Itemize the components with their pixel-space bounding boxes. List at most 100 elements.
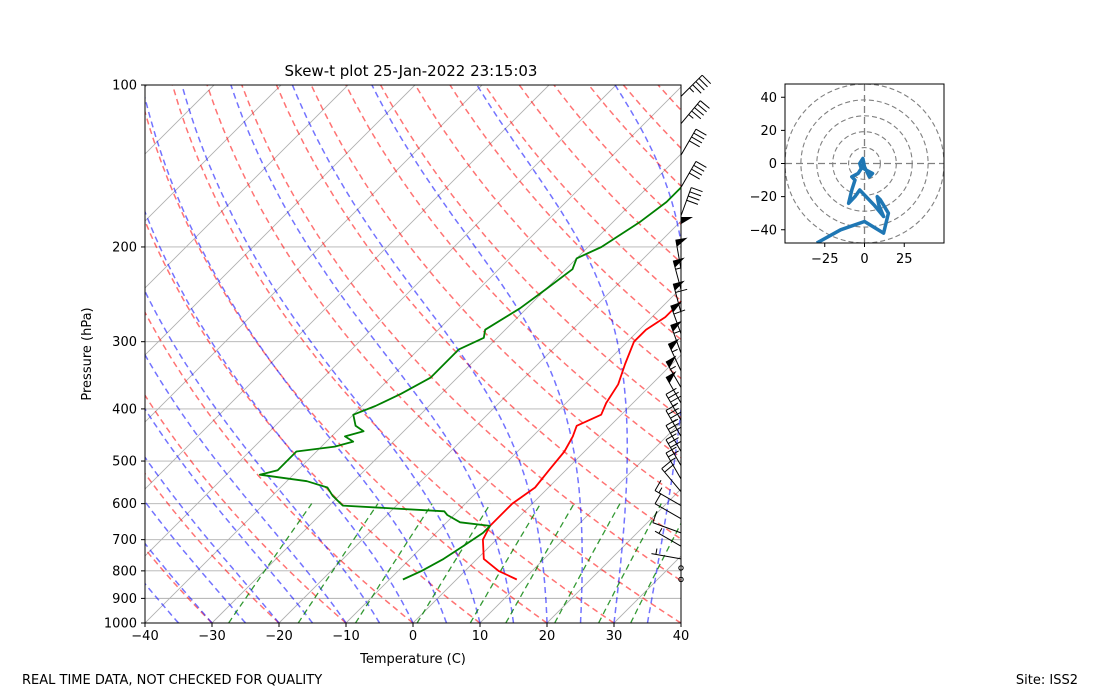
moist-adiabat [476, 85, 629, 623]
isotherm-gridline [145, 85, 215, 155]
moist-adiabat [145, 289, 381, 623]
y-tick-label: 300 [112, 335, 137, 350]
hodograph: −25 0 25 40 20 0 −20 −40 [750, 83, 945, 267]
mixing-ratio-line [416, 503, 491, 623]
hodograph-ring [848, 147, 881, 180]
isotherm-gridline [546, 488, 681, 623]
dry-adiabat [379, 85, 681, 419]
wind-barb [672, 280, 688, 313]
hodograph-y-tick-label: 0 [769, 157, 777, 172]
moist-adiabat [145, 209, 414, 623]
hodograph-axes: −25 0 25 40 20 0 −20 −40 [750, 91, 913, 267]
wind-barb [665, 419, 682, 452]
y-tick-label: 400 [112, 402, 137, 417]
x-tick-label: −10 [332, 629, 359, 644]
mixing-ratio-line [354, 503, 433, 623]
isotherm-gridline [211, 153, 681, 623]
hodograph-y-tick-label: −20 [750, 190, 777, 205]
x-tick-label: 20 [539, 629, 556, 644]
moist-adiabat [145, 94, 448, 623]
wind-barb [654, 479, 682, 507]
skewt-background-lines [0, 85, 681, 623]
wind-barb [651, 548, 682, 560]
dewpoint-profile [258, 186, 681, 581]
hodograph-y-tick-label: 20 [760, 124, 777, 139]
moist-adiabat [145, 455, 280, 623]
wind-barb [665, 355, 682, 388]
hodograph-y-tick-label: 40 [760, 91, 777, 106]
dry-adiabat [145, 219, 481, 623]
x-tick-label: 30 [606, 629, 623, 644]
isotherm-gridline [278, 220, 681, 623]
isotherm-gridline [479, 421, 681, 623]
site-label: Site: ISS2 [1015, 673, 1078, 688]
y-tick-label: 200 [112, 240, 137, 255]
hodograph-x-tick-label: 25 [896, 252, 913, 267]
wind-barb [680, 216, 693, 247]
moist-adiabat [371, 85, 583, 623]
isotherm-gridline [0, 85, 13, 623]
wind-barb [680, 160, 707, 188]
dry-adiabat [171, 85, 615, 623]
dry-adiabat [145, 310, 414, 623]
quality-disclaimer: REAL TIME DATA, NOT CHECKED FOR QUALITY [22, 673, 323, 688]
mixing-ratio-line [598, 503, 662, 623]
dry-adiabat [518, 85, 681, 264]
mixing-ratio-line [297, 503, 379, 623]
wind-barb [665, 387, 682, 421]
dry-adiabat [206, 85, 681, 623]
wind-barb [652, 511, 682, 534]
y-axis-label: Pressure (hPa) [80, 307, 95, 400]
isotherm-gridline [412, 354, 681, 623]
wind-barb [678, 565, 684, 571]
isotherm-gridline [145, 85, 416, 356]
temperature-profile [482, 300, 681, 581]
wind-barbs [651, 74, 712, 583]
isotherm-gridline [145, 85, 617, 557]
skewt-profiles [258, 186, 681, 581]
y-tick-label: 1000 [104, 617, 137, 632]
dry-adiabat [145, 109, 548, 623]
dry-adiabat [241, 85, 681, 582]
y-tick-label: 100 [112, 79, 137, 94]
dry-adiabat [588, 85, 681, 188]
chart-title: Skew-t plot 25-Jan-2022 23:15:03 [285, 62, 538, 80]
moist-adiabat [145, 542, 213, 623]
wind-barb [678, 576, 684, 583]
skewt-x-axis: −40 −30 −20 −10 0 10 20 30 40 [131, 623, 689, 644]
isotherm-gridline [613, 555, 681, 623]
mixing-ratio-line [630, 522, 681, 623]
isotherm-gridline [145, 85, 349, 289]
wind-barb [680, 187, 703, 216]
hodograph-x-tick-label: 0 [860, 252, 868, 267]
hodograph-line [815, 156, 891, 243]
isotherm-gridline [145, 85, 282, 222]
isotherm-gridline [680, 622, 681, 623]
isotherm-gridline [145, 85, 550, 490]
skewt-plot: −40 −30 −20 −10 0 10 20 30 40 1000 900 800 700 600 50… [0, 62, 689, 667]
x-tick-label: 10 [472, 629, 489, 644]
isotherm-gridline [345, 287, 681, 623]
dry-adiabat [449, 85, 681, 341]
wind-barb [680, 74, 712, 97]
wind-barb [670, 301, 686, 334]
dry-adiabat [345, 85, 681, 459]
hodograph-y-tick-label: −40 [750, 223, 777, 238]
dry-adiabat [145, 547, 213, 623]
moist-adiabat [145, 500, 247, 623]
isotherm-gridline [145, 86, 681, 623]
moist-adiabat [230, 85, 515, 623]
x-tick-label: 40 [673, 629, 690, 644]
dry-adiabat [275, 85, 681, 540]
moist-adiabat [614, 85, 681, 623]
moist-adiabat [181, 85, 481, 623]
moist-adiabat [291, 85, 548, 623]
x-tick-label: −30 [198, 629, 225, 644]
isotherm-gridline [0, 85, 80, 623]
dry-adiabat [310, 85, 681, 499]
y-tick-label: 900 [112, 592, 137, 607]
wind-barb [670, 320, 683, 354]
x-tick-label: 0 [409, 629, 417, 644]
wind-barb [680, 100, 710, 124]
